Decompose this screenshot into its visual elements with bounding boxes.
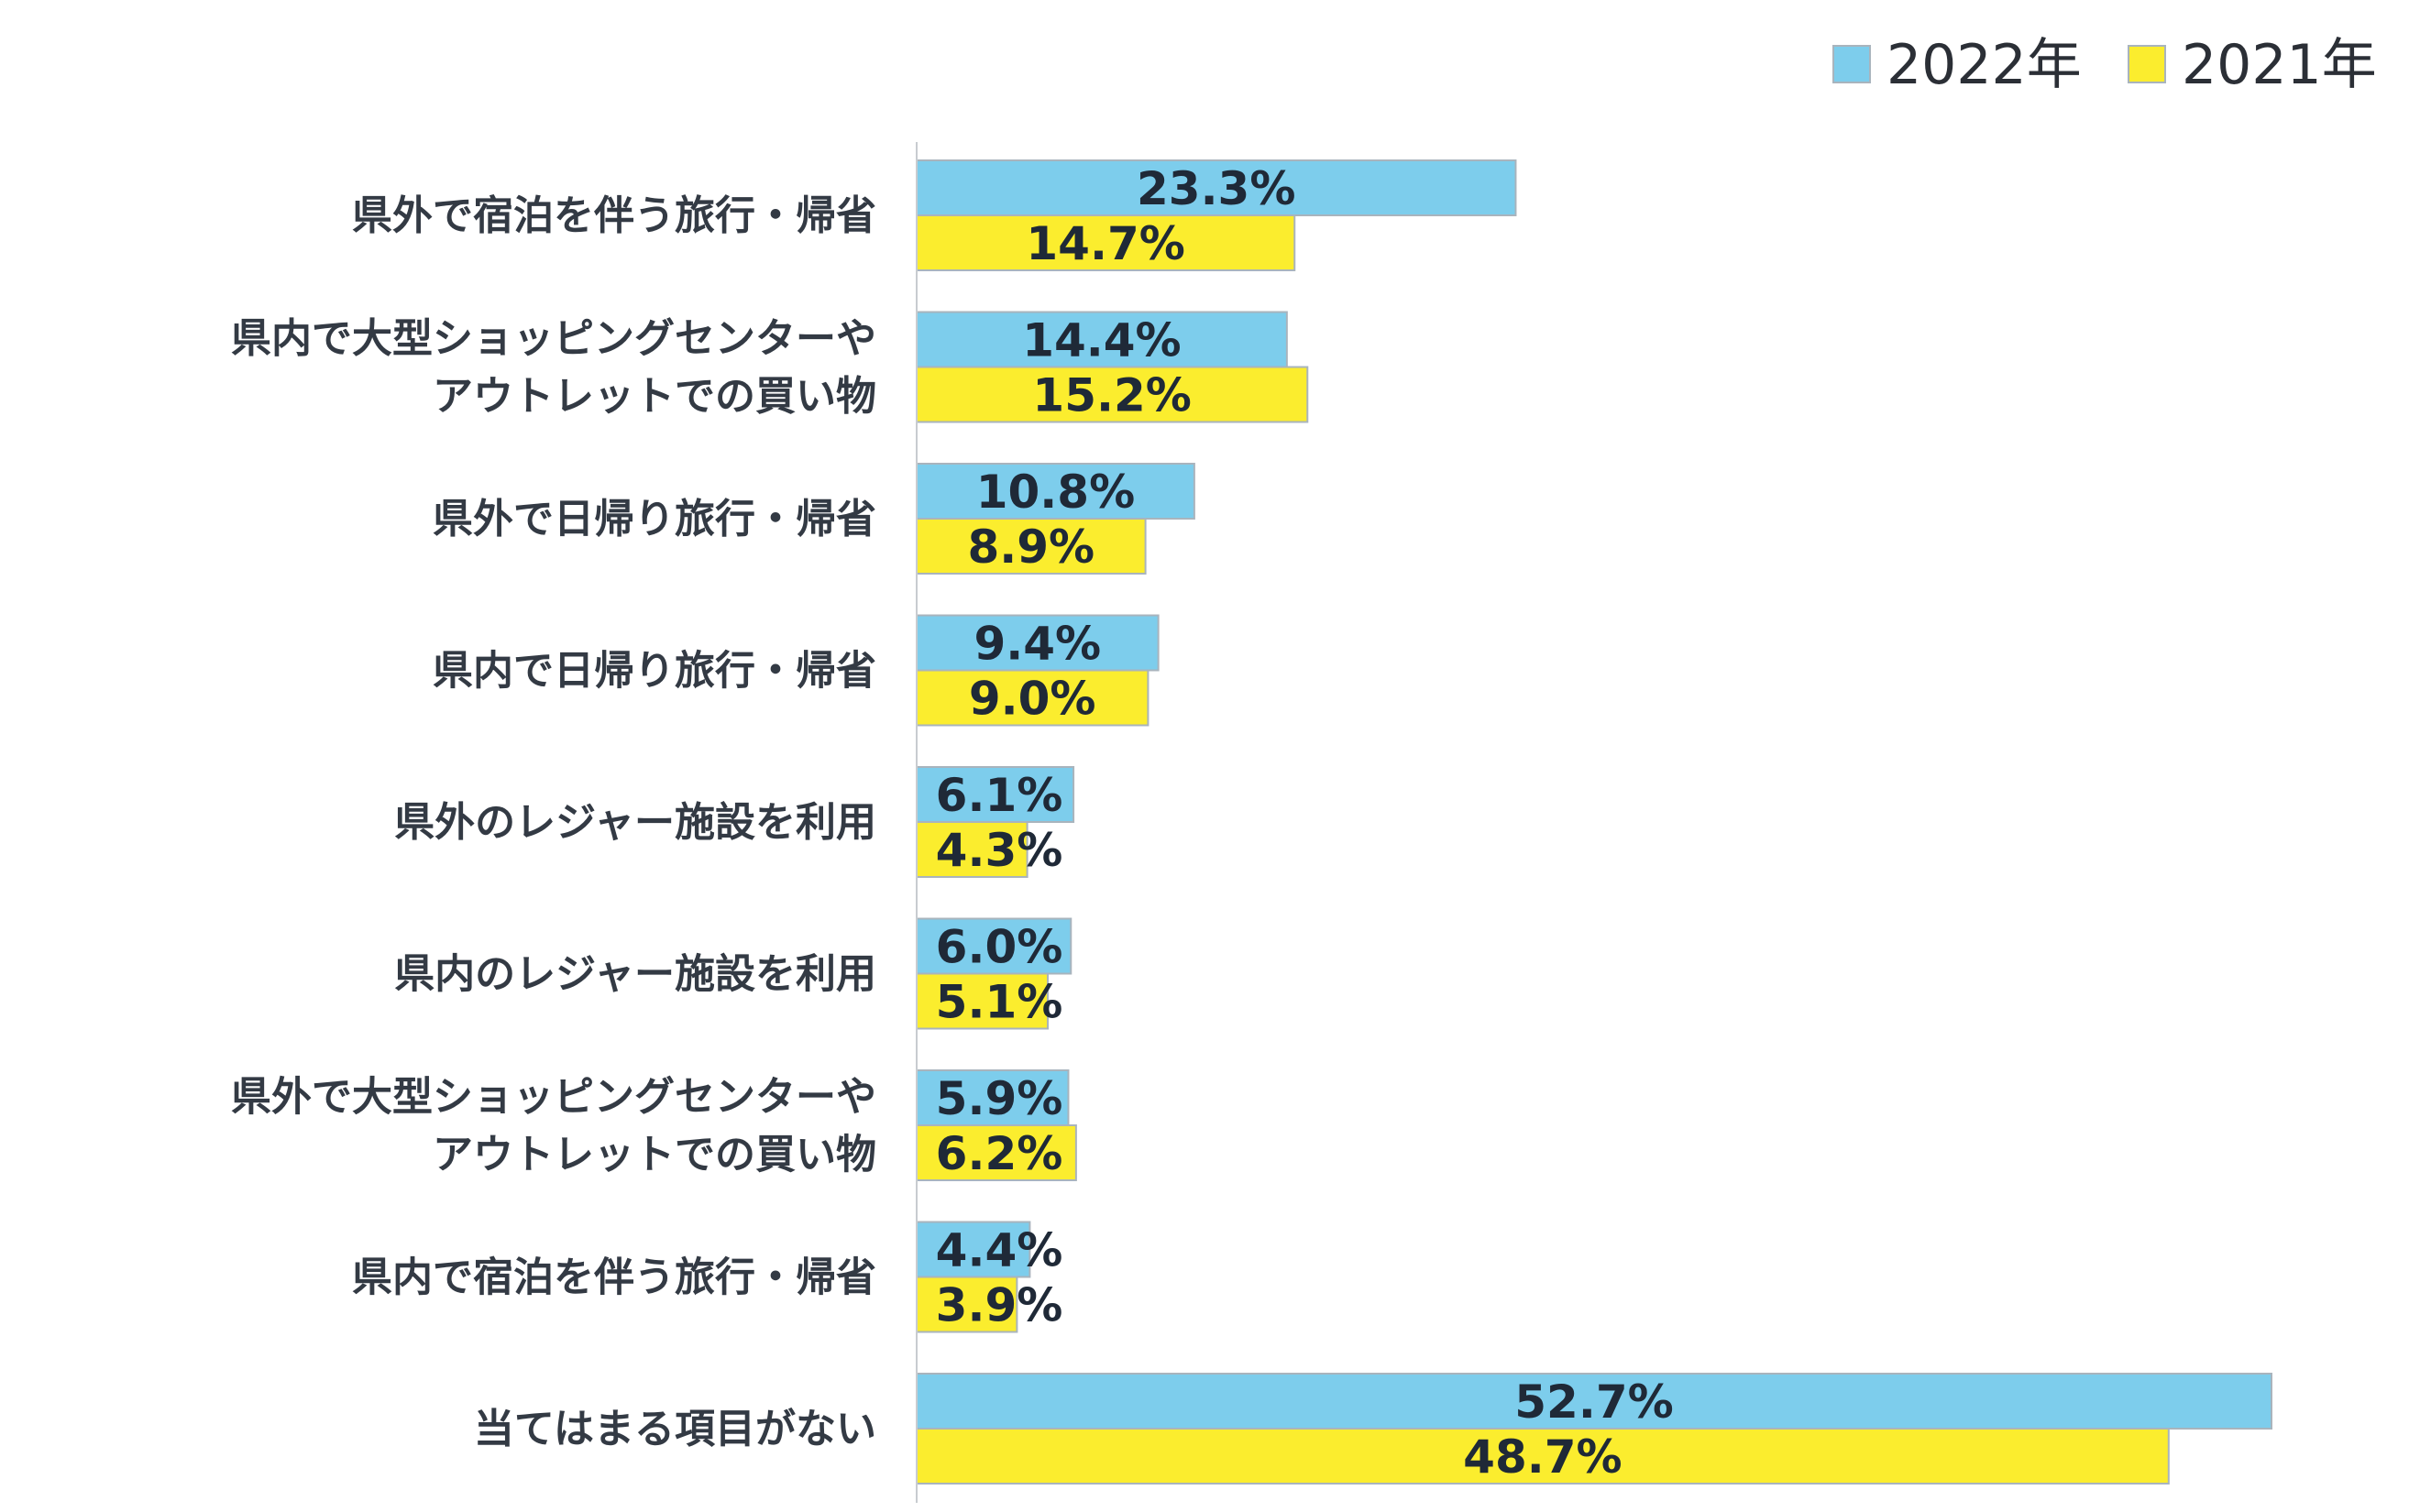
legend-label-2: 2021年 <box>2182 33 2377 97</box>
value-label-series1-5: 6.1% <box>936 769 1063 822</box>
legend-label-1: 2022年 <box>1886 33 2082 97</box>
bar-series1-6 <box>916 917 1072 975</box>
value-labels: 23.3%14.7% 14.4%15.2% 10.8%8.9% 9.4%9.0% 6.1… <box>936 162 1674 1484</box>
value-label-series1-9: 52.7% <box>1514 1375 1673 1429</box>
category-label-7-line-2: アウトレットでの買い物 <box>433 1132 876 1178</box>
value-label-series1-8: 4.4% <box>936 1224 1063 1277</box>
value-label-series2-1: 14.7% <box>1026 217 1184 270</box>
value-label-series2-8: 3.9% <box>936 1279 1063 1332</box>
value-label-series2-7: 6.2% <box>936 1127 1063 1180</box>
value-label-series2-4: 9.0% <box>969 673 1096 726</box>
category-label-1: 県外で宿泊を伴う旅行・帰省 <box>352 192 876 239</box>
value-label-series1-4: 9.4% <box>974 618 1101 671</box>
value-label-series1-3: 10.8% <box>976 466 1135 519</box>
value-label-series2-9: 48.7% <box>1463 1430 1622 1484</box>
category-label-9: 当てはまる項目がない <box>474 1406 876 1452</box>
value-label-series2-5: 4.3% <box>936 824 1063 877</box>
legend-swatch-1 <box>1832 45 1871 83</box>
value-label-series2-2: 15.2% <box>1032 369 1191 422</box>
legend: 2022年 2021年 <box>1832 33 2377 97</box>
value-label-series2-3: 8.9% <box>967 520 1094 574</box>
category-label-3: 県外で日帰り旅行・帰省 <box>433 496 876 542</box>
category-label-2-line-2: アウトレットでの買い物 <box>433 373 876 420</box>
bar-series2-7 <box>916 1124 1077 1181</box>
bars <box>916 159 2272 1485</box>
bar-series1-1 <box>916 159 1517 216</box>
bar-series2-6 <box>916 972 1050 1030</box>
bar-series2-5 <box>916 821 1028 878</box>
bar-series1-2 <box>916 311 1288 368</box>
bar-series2-2 <box>916 366 1309 423</box>
category-label-8: 県内で宿泊を伴う旅行・帰省 <box>352 1255 876 1301</box>
bar-series2-1 <box>916 214 1296 271</box>
category-labels: 県外で宿泊を伴う旅行・帰省県内で大型ショッピングセンターやアウトレットでの買い物… <box>231 192 876 1452</box>
value-label-series1-7: 5.9% <box>936 1072 1063 1125</box>
category-label-4: 県内で日帰り旅行・帰省 <box>433 648 876 695</box>
category-label-2-line-1: 県内で大型ショッピングセンターや <box>231 315 876 362</box>
value-label-series1-6: 6.0% <box>936 921 1063 974</box>
value-label-series1-2: 14.4% <box>1022 314 1181 367</box>
category-label-6: 県内のレジャー施設を利用 <box>394 951 876 998</box>
value-label-series2-6: 5.1% <box>936 976 1063 1029</box>
category-label-7-line-1: 県外で大型ショッピングセンターや <box>231 1074 876 1121</box>
value-label-series1-1: 23.3% <box>1137 162 1295 215</box>
legend-swatch-2 <box>2128 45 2166 83</box>
category-label-5: 県外のレジャー施設を利用 <box>394 799 876 846</box>
